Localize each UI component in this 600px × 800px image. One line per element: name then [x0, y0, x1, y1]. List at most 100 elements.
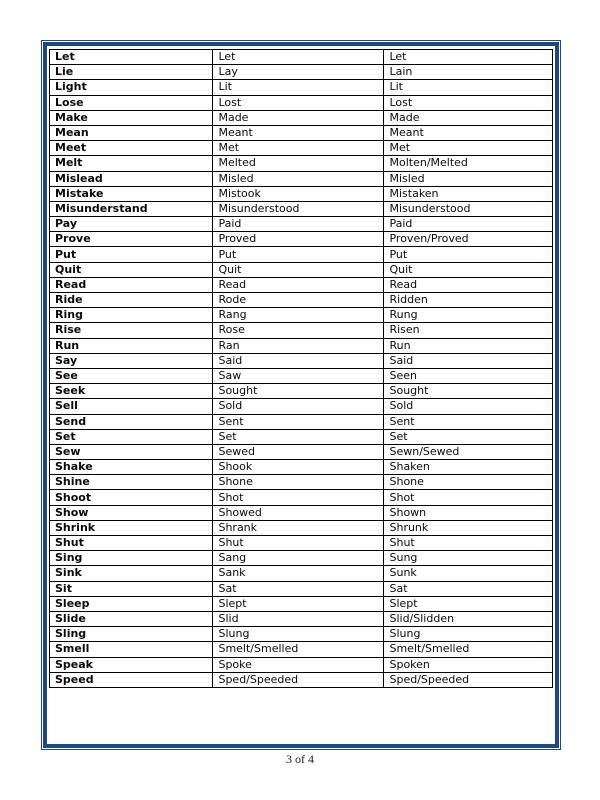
base-form-cell: Shut	[48, 534, 214, 552]
past-participle-cell: Paid	[383, 216, 553, 233]
past-simple-cell: Rose	[212, 322, 385, 339]
base-form-cell: Shoot	[48, 489, 214, 506]
base-form-cell: Prove	[48, 231, 214, 248]
base-form-cell: Sing	[48, 550, 214, 567]
past-simple-cell: Sold	[212, 398, 385, 415]
past-participle-cell: Made	[383, 109, 553, 126]
past-participle-cell: Let	[383, 48, 553, 66]
table-row: Slide Slid Slid/Slidden	[48, 610, 553, 628]
table-row: Misunderstand Misunderstood Misunderstood	[48, 200, 553, 218]
table-row: Ride Rode Ridden	[48, 291, 553, 309]
past-participle-cell: Misunderstood	[383, 200, 553, 218]
base-form-cell: Lie	[48, 64, 214, 81]
past-simple-cell: Saw	[212, 367, 385, 385]
base-form-cell: Melt	[48, 155, 214, 172]
past-participle-cell: Rung	[383, 307, 553, 324]
past-participle-cell: Molten/Melted	[383, 155, 553, 172]
past-simple-cell: Sewed	[212, 443, 385, 461]
past-simple-cell: Sat	[212, 580, 385, 597]
table-row: Light Lit Lit	[48, 79, 553, 96]
past-simple-cell: Said	[212, 352, 385, 369]
past-simple-cell: Shone	[212, 474, 385, 491]
past-participle-cell: Sent	[383, 413, 553, 430]
base-form-cell: Rise	[48, 322, 214, 339]
base-form-cell: Seek	[48, 383, 214, 400]
base-form-cell: See	[48, 367, 214, 385]
past-participle-cell: Met	[383, 140, 553, 157]
past-participle-cell: Seen	[383, 367, 553, 385]
base-form-cell: Put	[48, 246, 214, 263]
past-simple-cell: Spoke	[212, 656, 385, 673]
table-row: Let Let Let	[48, 48, 553, 66]
table-row: Mislead Misled Misled	[48, 170, 553, 187]
base-form-cell: Mistake	[48, 185, 214, 202]
past-participle-cell: Slid/Slidden	[383, 610, 553, 628]
base-form-cell: Shrink	[48, 519, 214, 537]
past-participle-cell: Shown	[383, 504, 553, 521]
past-simple-cell: Made	[212, 109, 385, 126]
past-simple-cell: Met	[212, 140, 385, 157]
past-simple-cell: Rang	[212, 307, 385, 324]
table-row: Shake Shook Shaken	[48, 459, 553, 476]
table-row: Put Put Put	[48, 246, 553, 263]
base-form-cell: Sleep	[48, 595, 214, 612]
table-row: Prove Proved Proven/Proved	[48, 231, 553, 248]
past-participle-cell: Sunk	[383, 565, 553, 582]
table-row: Melt Melted Molten/Melted	[48, 155, 553, 172]
base-form-cell: Ring	[48, 307, 214, 324]
table-row: Shine Shone Shone	[48, 474, 553, 491]
base-form-cell: Shine	[48, 474, 214, 491]
past-participle-cell: Shrunk	[383, 519, 553, 537]
past-simple-cell: Set	[212, 428, 385, 445]
past-simple-cell: Shrank	[212, 519, 385, 537]
past-participle-cell: Sold	[383, 398, 553, 415]
table-row: Ring Rang Rung	[48, 307, 553, 324]
past-simple-cell: Sent	[212, 413, 385, 430]
table-row: Sink Sank Sunk	[48, 565, 553, 582]
past-participle-cell: Spoken	[383, 656, 553, 673]
base-form-cell: Quit	[48, 261, 214, 278]
base-form-cell: Sling	[48, 626, 214, 643]
table-row: Speak Spoke Spoken	[48, 656, 553, 673]
past-participle-cell: Mistaken	[383, 185, 553, 202]
table-row: Read Read Read	[48, 276, 553, 294]
table-row: Seek Sought Sought	[48, 383, 553, 400]
past-participle-cell: Shut	[383, 534, 553, 552]
past-participle-cell: Sewn/Sewed	[383, 443, 553, 461]
past-simple-cell: Meant	[212, 124, 385, 142]
past-simple-cell: Melted	[212, 155, 385, 172]
past-participle-cell: Proven/Proved	[383, 231, 553, 248]
past-simple-cell: Let	[212, 48, 385, 66]
table-row: Meet Met Met	[48, 140, 553, 157]
past-simple-cell: Sank	[212, 565, 385, 582]
past-simple-cell: Shut	[212, 534, 385, 552]
table-row: Shoot Shot Shot	[48, 489, 553, 506]
past-simple-cell: Lit	[212, 79, 385, 96]
base-form-cell: Speed	[48, 671, 214, 688]
base-form-cell: Speak	[48, 656, 214, 673]
base-form-cell: Light	[48, 79, 214, 96]
past-participle-cell: Lain	[383, 64, 553, 81]
base-form-cell: Misunderstand	[48, 200, 214, 218]
past-participle-cell: Shaken	[383, 459, 553, 476]
past-simple-cell: Shook	[212, 459, 385, 476]
past-simple-cell: Misled	[212, 170, 385, 187]
past-participle-cell: Lost	[383, 94, 553, 111]
base-form-cell: Read	[48, 276, 214, 294]
base-form-cell: Say	[48, 352, 214, 369]
page-border-frame: Let Let Let Lie Lay Lain Light Lit Lit Lose Lost Lo…	[41, 40, 561, 750]
table-row: Sell Sold Sold	[48, 398, 553, 415]
table-row: Show Showed Shown	[48, 504, 553, 521]
base-form-cell: Let	[48, 48, 214, 66]
irregular-verbs-table: Let Let Let Lie Lay Lain Light Lit Lit Lose Lost Lo…	[48, 48, 553, 688]
table-row: Pay Paid Paid	[48, 216, 553, 233]
past-simple-cell: Lay	[212, 64, 385, 81]
base-form-cell: Sink	[48, 565, 214, 582]
table-row: Rise Rose Risen	[48, 322, 553, 339]
past-participle-cell: Lit	[383, 79, 553, 96]
table-row: Speed Sped/Speeded Sped/Speeded	[48, 671, 553, 688]
base-form-cell: Meet	[48, 140, 214, 157]
past-participle-cell: Shot	[383, 489, 553, 506]
past-participle-cell: Risen	[383, 322, 553, 339]
past-participle-cell: Set	[383, 428, 553, 445]
